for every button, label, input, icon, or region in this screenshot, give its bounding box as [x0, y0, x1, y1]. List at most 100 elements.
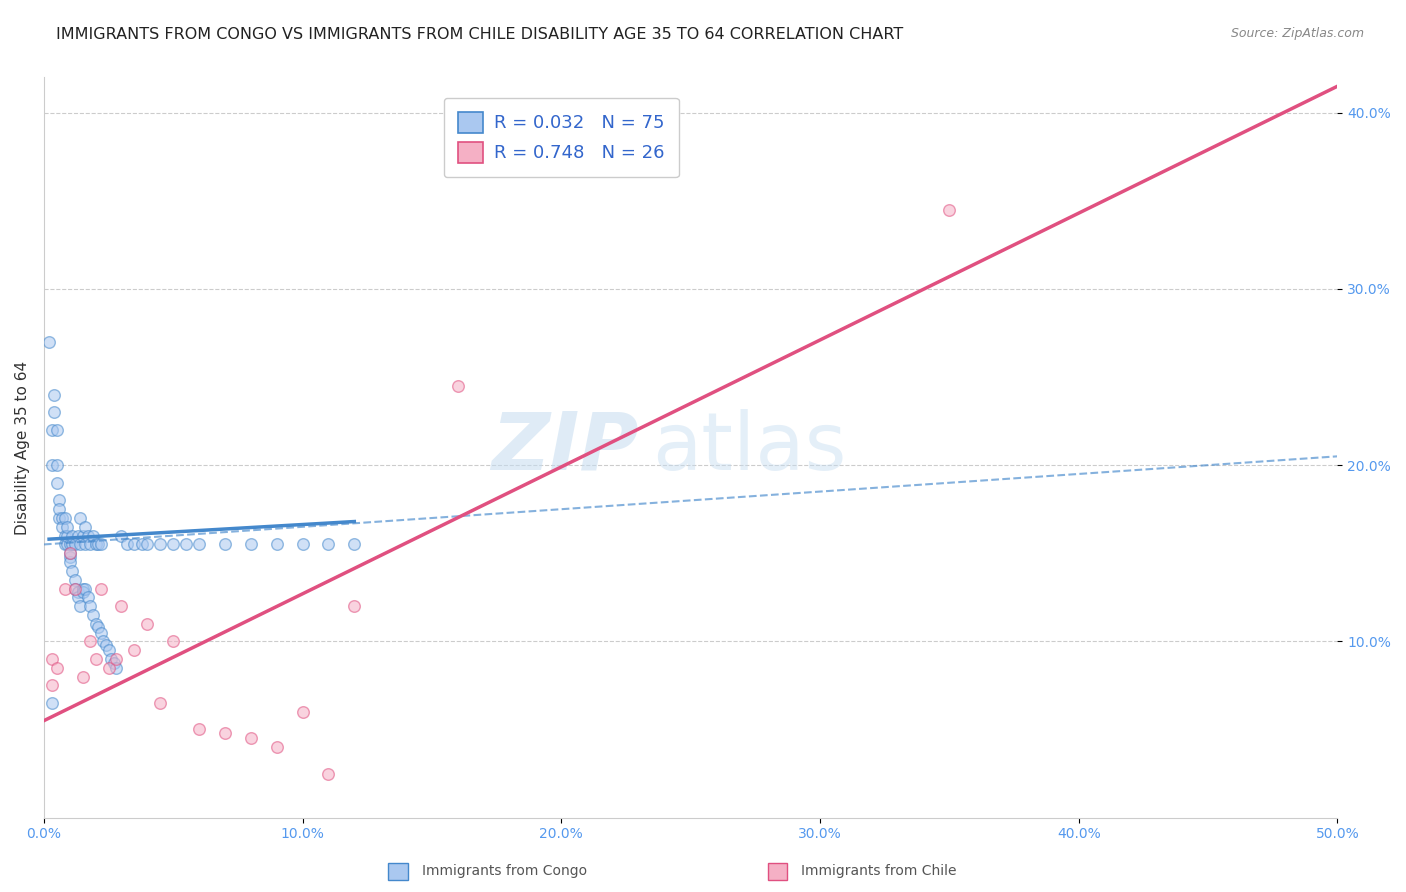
Text: atlas: atlas [652, 409, 846, 486]
Point [87, 620, 110, 634]
Point [59, 549, 82, 564]
Point [44, 405, 66, 419]
Point [41, 652, 63, 666]
Point [41, 458, 63, 472]
Point [124, 643, 146, 657]
Point [41, 423, 63, 437]
Point [318, 537, 340, 551]
Point [214, 726, 236, 740]
Point [291, 537, 314, 551]
Point [75, 537, 97, 551]
Point [162, 634, 184, 648]
Text: Immigrants from Chile: Immigrants from Chile [801, 864, 957, 879]
Point [90, 537, 112, 551]
Point [938, 202, 960, 217]
Point [38, 334, 60, 349]
Point [188, 723, 211, 737]
Point [45, 475, 67, 490]
Point [94, 638, 117, 652]
Point [266, 537, 288, 551]
Text: Immigrants from Congo: Immigrants from Congo [422, 864, 586, 879]
Point [69, 511, 91, 525]
Point [72, 670, 94, 684]
Point [97, 643, 120, 657]
Point [59, 537, 82, 551]
Point [66, 528, 89, 542]
Point [136, 537, 159, 551]
Point [60, 564, 83, 578]
Point [76, 591, 98, 605]
Point [53, 537, 76, 551]
Point [66, 591, 89, 605]
Point [136, 616, 159, 631]
Point [63, 582, 86, 596]
Point [72, 582, 94, 596]
Point [72, 585, 94, 599]
Point [48, 511, 70, 525]
Point [41, 678, 63, 692]
Point [149, 537, 172, 551]
Point [63, 582, 86, 596]
Point [56, 520, 79, 534]
Point [44, 387, 66, 401]
Point [343, 599, 366, 614]
Point [447, 379, 470, 393]
Point [51, 520, 73, 534]
Y-axis label: Disability Age 35 to 64: Disability Age 35 to 64 [15, 360, 30, 534]
Point [318, 766, 340, 780]
Point [103, 656, 125, 670]
Point [51, 511, 73, 525]
Point [72, 528, 94, 542]
Legend: R = 0.032   N = 75, R = 0.748   N = 26: R = 0.032 N = 75, R = 0.748 N = 26 [443, 97, 679, 178]
Point [162, 537, 184, 551]
Point [90, 582, 112, 596]
Text: Source: ZipAtlas.com: Source: ZipAtlas.com [1230, 27, 1364, 40]
Point [343, 537, 366, 551]
Point [56, 528, 79, 542]
Point [82, 607, 104, 622]
Point [79, 634, 101, 648]
Point [75, 582, 97, 596]
Point [90, 625, 112, 640]
Point [105, 661, 128, 675]
Point [291, 705, 314, 719]
Point [84, 537, 107, 551]
Point [63, 537, 86, 551]
Point [87, 537, 110, 551]
Point [188, 537, 211, 551]
Point [266, 740, 288, 755]
Point [53, 528, 76, 542]
Point [60, 537, 83, 551]
Point [76, 528, 98, 542]
Point [48, 493, 70, 508]
Point [56, 537, 79, 551]
Point [53, 511, 76, 525]
Point [174, 537, 197, 551]
Point [97, 661, 120, 675]
Point [48, 502, 70, 516]
Point [59, 546, 82, 560]
Text: ZIP: ZIP [492, 409, 638, 486]
Point [63, 573, 86, 587]
Point [60, 528, 83, 542]
Point [79, 537, 101, 551]
Point [82, 528, 104, 542]
Point [53, 582, 76, 596]
Point [75, 520, 97, 534]
Point [100, 652, 122, 666]
Point [59, 555, 82, 569]
Point [79, 599, 101, 614]
Point [93, 634, 115, 648]
Point [45, 423, 67, 437]
Point [84, 652, 107, 666]
Point [115, 537, 138, 551]
Point [69, 537, 91, 551]
Point [149, 696, 172, 710]
Point [131, 537, 153, 551]
Point [110, 528, 132, 542]
Point [45, 661, 67, 675]
Point [105, 652, 128, 666]
Point [41, 696, 63, 710]
Point [239, 537, 262, 551]
Text: IMMIGRANTS FROM CONGO VS IMMIGRANTS FROM CHILE DISABILITY AGE 35 TO 64 CORRELATI: IMMIGRANTS FROM CONGO VS IMMIGRANTS FROM… [56, 27, 904, 42]
